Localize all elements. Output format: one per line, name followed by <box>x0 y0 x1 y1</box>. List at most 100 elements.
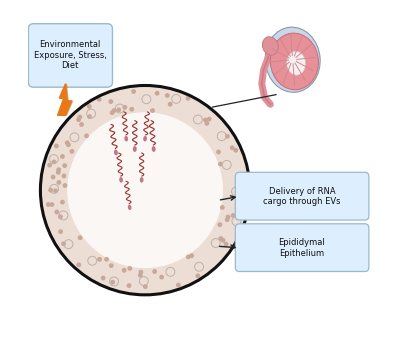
Circle shape <box>176 283 181 288</box>
Circle shape <box>54 210 59 215</box>
Circle shape <box>46 202 51 207</box>
Ellipse shape <box>287 51 306 75</box>
Circle shape <box>40 85 250 295</box>
Circle shape <box>62 173 66 178</box>
Circle shape <box>186 96 190 101</box>
Circle shape <box>218 222 222 227</box>
Circle shape <box>78 115 82 119</box>
Ellipse shape <box>143 136 147 142</box>
Circle shape <box>108 99 113 104</box>
Text: Environmental
Exposure, Stress,
Diet: Environmental Exposure, Stress, Diet <box>34 40 107 70</box>
Circle shape <box>207 117 212 121</box>
Circle shape <box>159 275 164 280</box>
Circle shape <box>221 238 226 243</box>
Circle shape <box>52 160 56 164</box>
Circle shape <box>110 280 115 284</box>
Circle shape <box>128 266 132 271</box>
Ellipse shape <box>140 177 144 183</box>
Circle shape <box>60 154 65 159</box>
Ellipse shape <box>262 37 278 55</box>
Circle shape <box>97 97 102 102</box>
Circle shape <box>131 89 136 94</box>
Circle shape <box>231 213 236 218</box>
Circle shape <box>236 173 240 178</box>
Circle shape <box>79 122 84 127</box>
Circle shape <box>127 283 132 288</box>
Circle shape <box>189 253 194 258</box>
Circle shape <box>58 229 63 234</box>
Circle shape <box>101 276 106 281</box>
Circle shape <box>56 167 61 172</box>
Circle shape <box>87 104 92 109</box>
Circle shape <box>122 105 127 110</box>
Circle shape <box>97 257 102 262</box>
Circle shape <box>70 149 74 154</box>
Circle shape <box>233 148 238 153</box>
Circle shape <box>76 262 81 267</box>
Circle shape <box>218 162 223 166</box>
Circle shape <box>47 163 52 167</box>
Circle shape <box>84 134 89 138</box>
FancyBboxPatch shape <box>28 24 112 87</box>
Ellipse shape <box>124 136 128 142</box>
Ellipse shape <box>128 204 132 210</box>
Circle shape <box>122 268 126 273</box>
Circle shape <box>225 134 230 139</box>
Circle shape <box>203 118 208 122</box>
Circle shape <box>68 113 222 267</box>
Circle shape <box>62 183 68 188</box>
Circle shape <box>152 269 157 274</box>
Circle shape <box>104 257 109 262</box>
FancyBboxPatch shape <box>235 172 369 220</box>
Circle shape <box>225 217 230 222</box>
Circle shape <box>110 110 114 115</box>
Ellipse shape <box>119 177 123 183</box>
Circle shape <box>56 180 61 185</box>
Ellipse shape <box>133 146 137 152</box>
Circle shape <box>53 188 58 193</box>
Circle shape <box>87 114 92 119</box>
Circle shape <box>48 188 53 192</box>
Circle shape <box>65 140 70 145</box>
Circle shape <box>168 102 172 107</box>
Polygon shape <box>58 84 72 115</box>
Text: Delivery of RNA
cargo through EVs: Delivery of RNA cargo through EVs <box>263 186 341 206</box>
Circle shape <box>50 202 54 207</box>
Circle shape <box>60 200 65 204</box>
Circle shape <box>238 187 243 192</box>
FancyBboxPatch shape <box>235 224 369 272</box>
Circle shape <box>226 215 230 219</box>
Circle shape <box>112 108 117 113</box>
Circle shape <box>218 236 223 241</box>
Circle shape <box>61 242 66 246</box>
Circle shape <box>224 242 228 246</box>
Circle shape <box>109 263 114 268</box>
Ellipse shape <box>270 33 318 90</box>
Circle shape <box>150 108 155 113</box>
Circle shape <box>129 107 134 112</box>
Ellipse shape <box>265 27 320 92</box>
Circle shape <box>58 215 63 219</box>
Circle shape <box>196 273 200 278</box>
Circle shape <box>51 175 56 180</box>
Circle shape <box>116 108 121 112</box>
Ellipse shape <box>152 146 156 152</box>
Circle shape <box>54 144 59 148</box>
Circle shape <box>239 201 244 206</box>
Circle shape <box>62 163 67 168</box>
Circle shape <box>56 170 61 175</box>
Circle shape <box>216 149 221 154</box>
Circle shape <box>66 142 71 147</box>
Polygon shape <box>58 84 73 115</box>
Circle shape <box>143 284 148 289</box>
Circle shape <box>138 273 143 278</box>
Text: Epididymal
Epithelium: Epididymal Epithelium <box>278 238 325 257</box>
Ellipse shape <box>114 149 118 155</box>
Circle shape <box>220 205 225 210</box>
Circle shape <box>230 145 234 150</box>
Circle shape <box>78 235 82 240</box>
Circle shape <box>186 254 191 259</box>
Circle shape <box>138 270 143 274</box>
Circle shape <box>165 93 170 98</box>
Circle shape <box>155 91 160 96</box>
